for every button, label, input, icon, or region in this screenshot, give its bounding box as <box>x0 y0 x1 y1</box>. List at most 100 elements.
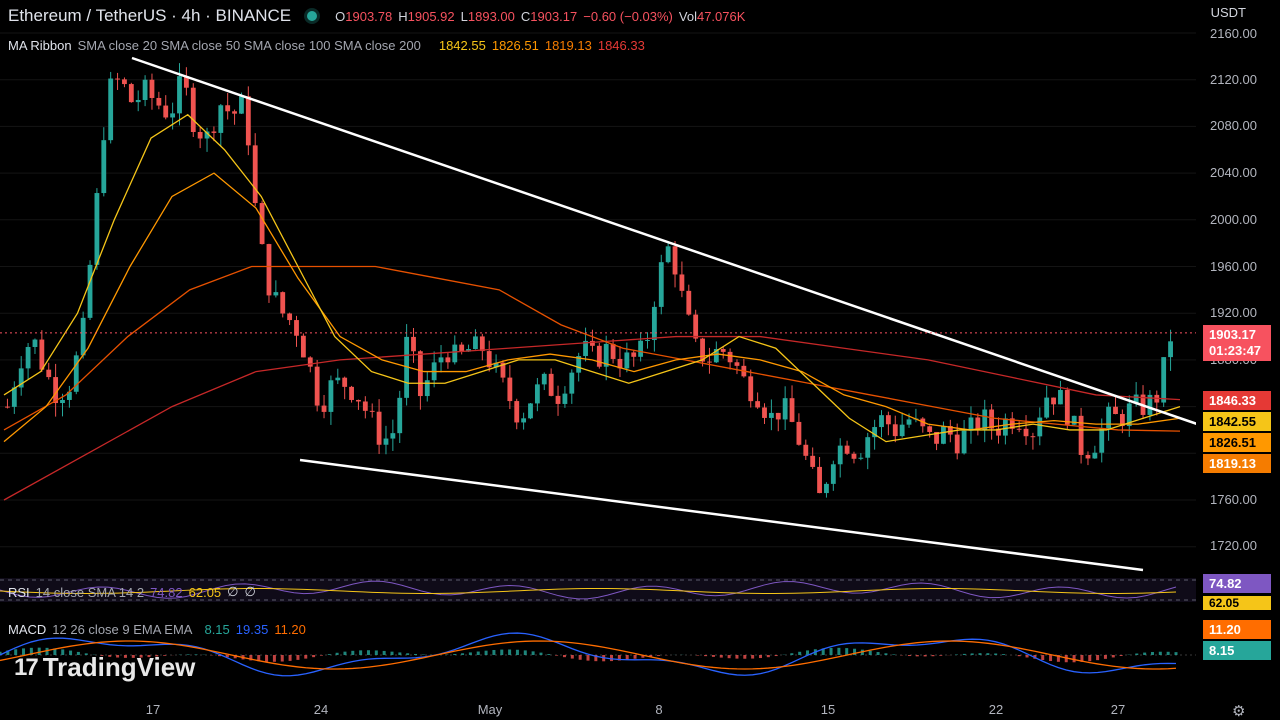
candle-down <box>1119 414 1125 427</box>
candle-up <box>32 339 38 347</box>
candle-up <box>1168 341 1173 358</box>
macd-hist-bar <box>374 650 378 655</box>
resistance-trendline <box>131 56 1196 425</box>
candle-down <box>817 466 822 494</box>
price-tick: 2000.00 <box>1210 212 1257 227</box>
candle-down <box>775 412 781 420</box>
macd-hist-bar <box>1111 655 1115 658</box>
candle-up <box>101 140 107 194</box>
symbol-title[interactable]: Ethereum / TetherUS · 4h · BINANCE <box>8 6 292 25</box>
candle-up <box>1002 418 1008 436</box>
candle-down <box>349 386 354 400</box>
time-tick: 15 <box>820 702 836 717</box>
candle-up <box>858 457 864 459</box>
macd-hist-bar <box>500 649 504 655</box>
macd-hist-bar <box>1103 655 1107 659</box>
candle-up <box>135 99 141 103</box>
price-chart[interactable] <box>0 0 1196 700</box>
macd-hist-bar <box>829 647 833 655</box>
price-scale[interactable]: USDT 2160.00 2120.00 2080.00 2040.00 200… <box>1196 0 1280 700</box>
macd-hist-bar <box>508 649 512 655</box>
candle-down <box>149 79 155 98</box>
candle-down <box>459 344 465 352</box>
ma-ribbon-value-100: 1819.13 <box>544 38 592 53</box>
macd-hist-bar <box>461 653 465 655</box>
macd-hist-bar <box>233 655 237 659</box>
rsi-legend[interactable]: RSI 14 close SMA 14 2 74.82 62.05 ∅ ∅ <box>8 584 256 600</box>
macd-hist-bar <box>288 655 292 661</box>
macd-hist-bar <box>617 655 621 661</box>
macd-hist-bar <box>61 649 65 655</box>
time-tick: May <box>477 702 503 717</box>
macd-hist-bar <box>1064 655 1068 663</box>
macd-hist-bar <box>265 655 269 662</box>
candle-down <box>252 145 258 204</box>
macd-hist-bar <box>382 650 386 655</box>
candle-up <box>25 346 31 369</box>
candle-down <box>679 274 685 291</box>
macd-hist-bar <box>131 655 135 658</box>
macd-hist-bar <box>351 650 355 655</box>
macd-hist-bar <box>555 655 559 656</box>
macd-hist-bar <box>1088 655 1092 662</box>
candle-up <box>383 438 389 445</box>
candle-up <box>713 349 719 363</box>
candle-down <box>844 445 850 454</box>
macd-hist-bar <box>116 655 120 658</box>
sma200-line <box>3 335 1181 501</box>
macd-hist-bar <box>327 654 331 655</box>
macd-hist-bar <box>335 652 339 655</box>
macd-hist-bar <box>22 648 26 655</box>
candle-down <box>500 362 506 378</box>
candle-down <box>417 351 423 397</box>
candle-down <box>590 340 595 346</box>
candle-down <box>5 406 10 408</box>
ma-ribbon-params: SMA close 20 SMA close 50 SMA close 100 … <box>77 38 421 53</box>
macd-signal-value: 11.20 <box>274 622 306 637</box>
candle-up <box>170 113 176 118</box>
candle-up <box>390 433 396 439</box>
macd-hist-bar <box>123 655 127 658</box>
candle-up <box>1106 406 1112 429</box>
candle-down <box>1030 436 1036 438</box>
macd-hist-bar <box>257 655 261 662</box>
macd-hist-bar <box>696 655 700 656</box>
macd-hist-bar <box>1150 651 1154 655</box>
macd-hist-bar <box>970 653 974 655</box>
sma20-tag: 1842.55 <box>1203 412 1271 431</box>
candle-down <box>356 399 361 402</box>
macd-hist-bar <box>649 655 653 657</box>
gear-icon[interactable]: ⚙ <box>1232 703 1246 720</box>
rsi-name: RSI <box>8 584 30 600</box>
tradingview-logo-text: TradingView <box>42 652 196 682</box>
candle-down <box>1113 406 1118 415</box>
candle-down <box>989 409 995 429</box>
sma20-line <box>3 113 1181 443</box>
candle-down <box>720 349 726 352</box>
candle-up <box>521 418 527 423</box>
macd-hist-bar <box>719 655 723 658</box>
candle-up <box>239 96 244 114</box>
macd-hist-bar <box>806 650 810 655</box>
candle-up <box>982 409 988 431</box>
macd-hist-bar <box>931 655 935 657</box>
tradingview-logo[interactable]: 17 TradingView <box>14 652 195 683</box>
currency-selector[interactable]: USDT <box>1210 5 1246 20</box>
macd-hist-bar <box>218 655 222 657</box>
ma-ribbon-legend[interactable]: MA Ribbon SMA close 20 SMA close 50 SMA … <box>8 38 645 53</box>
candle-up <box>837 445 843 465</box>
candle-up <box>1161 357 1167 403</box>
ohlc-low: L1893.00 <box>460 8 515 24</box>
candle-down <box>266 244 272 296</box>
candle-up <box>438 357 444 363</box>
macd-legend[interactable]: MACD 12 26 close 9 EMA EMA 8.15 19.35 11… <box>8 622 306 637</box>
macd-hist-bar <box>272 655 276 662</box>
rsi-extra-1: ∅ <box>227 584 239 599</box>
candle-down <box>287 313 293 321</box>
price-tick: 1720.00 <box>1210 538 1257 553</box>
macd-hist-bar <box>1143 652 1147 655</box>
candle-up <box>879 415 884 428</box>
candle-down <box>507 377 513 402</box>
candle-up <box>80 317 86 356</box>
